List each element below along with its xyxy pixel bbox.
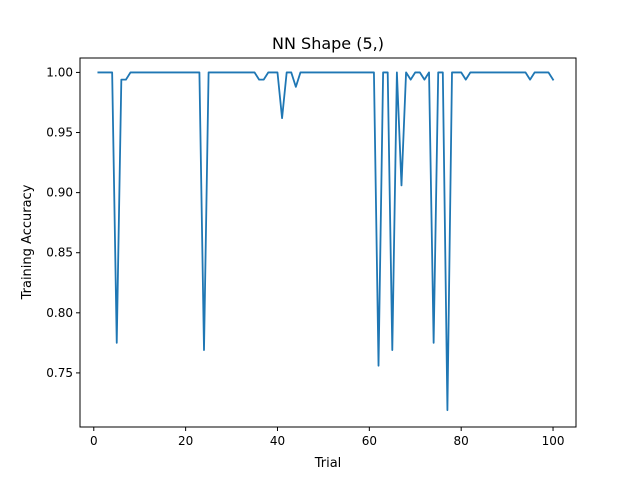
x-tick-label: 100 bbox=[542, 434, 565, 448]
y-tick-label: 0.75 bbox=[46, 366, 73, 380]
chart-title: NN Shape (5,) bbox=[272, 34, 384, 53]
x-tick-label: 80 bbox=[454, 434, 469, 448]
y-tick-label: 1.00 bbox=[46, 65, 73, 79]
y-axis-label: Training Accuracy bbox=[20, 184, 35, 300]
x-tick-label: 20 bbox=[178, 434, 193, 448]
y-axis-ticks: 0.75 0.80 0.85 0.90 0.95 1.00 bbox=[46, 65, 80, 380]
axes-frame bbox=[79, 57, 577, 428]
x-tick-label: 0 bbox=[90, 434, 98, 448]
plot-area bbox=[97, 71, 555, 412]
x-axis-ticks: 0 20 40 60 80 100 bbox=[90, 427, 565, 448]
series-line bbox=[97, 71, 555, 412]
y-tick-label: 0.90 bbox=[46, 186, 73, 200]
y-tick-label: 0.85 bbox=[46, 246, 73, 260]
x-axis-label: Trial bbox=[314, 456, 342, 471]
y-tick-label: 0.80 bbox=[46, 306, 73, 320]
x-tick-label: 40 bbox=[270, 434, 285, 448]
y-tick-label: 0.95 bbox=[46, 126, 73, 140]
x-tick-label: 60 bbox=[362, 434, 377, 448]
